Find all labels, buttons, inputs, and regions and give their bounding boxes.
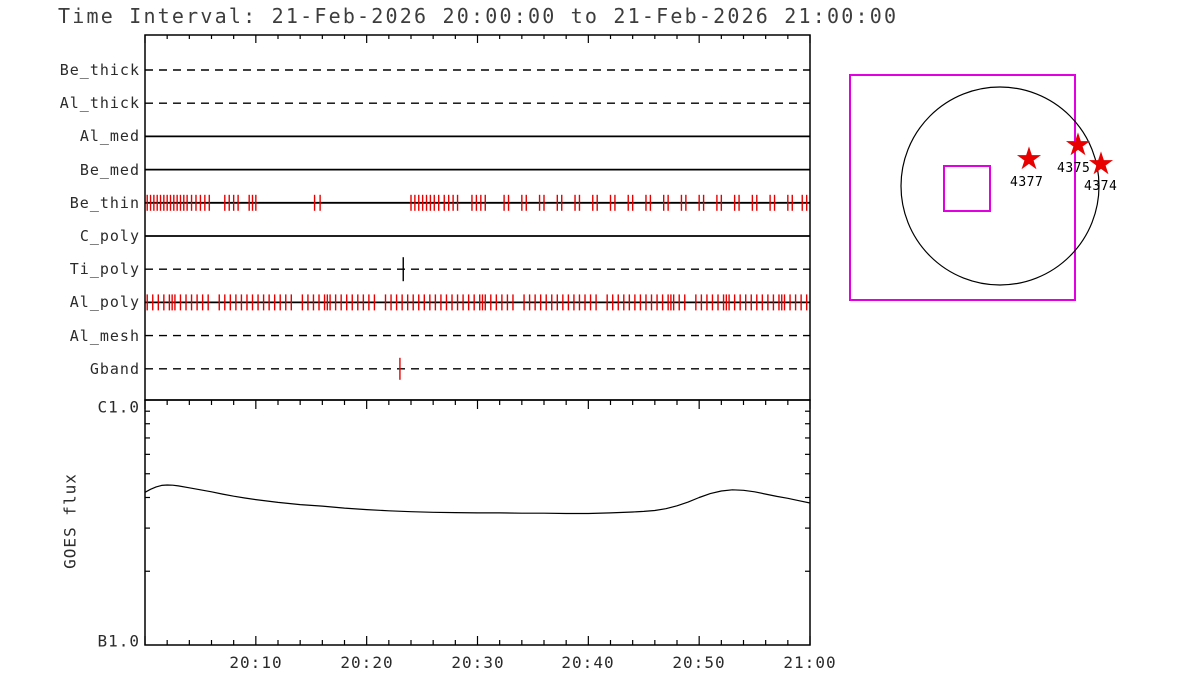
filter-label-al-mesh: Al_mesh	[69, 327, 140, 345]
active-region-label-4375: 4375	[1057, 161, 1091, 176]
filter-label-be-thin: Be_thin	[69, 194, 140, 212]
filter-label-al-med: Al_med	[79, 127, 140, 145]
active-region-star-4374	[1088, 151, 1114, 175]
filter-label-al-thick: Al_thick	[59, 94, 140, 112]
filter-label-al-poly: Al_poly	[69, 293, 140, 311]
filter-label-gband: Gband	[89, 360, 140, 378]
goes-ymax-label: C1.0	[97, 397, 140, 417]
plot-title: Time Interval: 21-Feb-2026 20:00:00 to 2…	[58, 4, 899, 28]
active-region-label-4374: 4374	[1084, 179, 1118, 194]
goes-ymin-label: B1.0	[97, 631, 140, 651]
filter-label-ti-poly: Ti_poly	[69, 260, 140, 278]
x-axis-label-2010: 20:10	[229, 653, 283, 672]
active-region-star-4377	[1016, 146, 1042, 170]
x-axis-label-2100: 21:00	[783, 653, 837, 672]
active-region-star-4375	[1065, 132, 1091, 156]
x-axis-label-2040: 20:40	[561, 653, 615, 672]
x-axis-label-2050: 20:50	[672, 653, 726, 672]
filter-label-be-thick: Be_thick	[59, 61, 140, 79]
filter-label-be-med: Be_med	[79, 161, 140, 179]
filter-label-c-poly: C_poly	[79, 227, 140, 245]
x-axis-label-2030: 20:30	[451, 653, 505, 672]
active-region-label-4377: 4377	[1010, 175, 1044, 190]
goes-axis-title: GOES flux	[60, 473, 80, 569]
x-axis-label-2020: 20:20	[340, 653, 394, 672]
